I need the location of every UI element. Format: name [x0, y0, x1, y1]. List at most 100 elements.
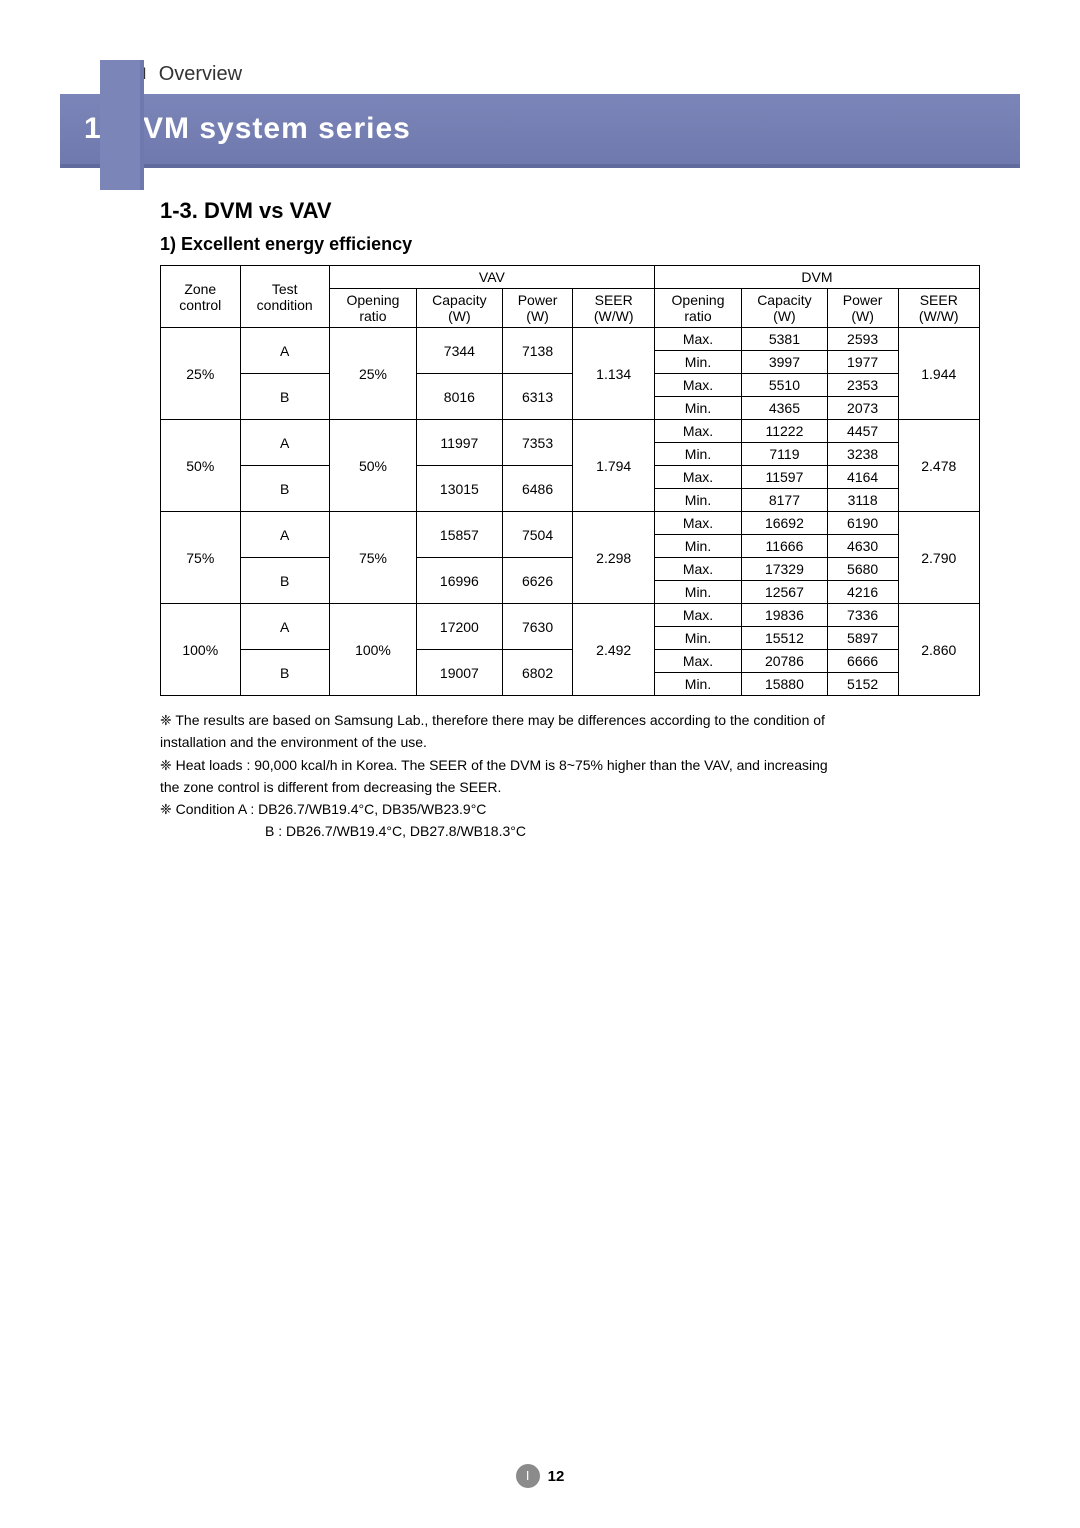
table-cell: 7119: [742, 443, 828, 466]
table-cell: 20786: [742, 650, 828, 673]
table-cell: 11666: [742, 535, 828, 558]
note-2b: the zone control is different from decre…: [160, 777, 980, 797]
table-cell: 6626: [502, 558, 573, 604]
table-cell: 11997: [417, 420, 503, 466]
table-cell: 4457: [827, 420, 898, 443]
table-row: B80166313Max.55102353: [161, 374, 980, 397]
col-vav-cap: Capacity (W): [417, 289, 503, 328]
table-cell: 3238: [827, 443, 898, 466]
table-cell: Max.: [654, 604, 741, 627]
table-cell: 16692: [742, 512, 828, 535]
table-cell: 5680: [827, 558, 898, 581]
table-cell: 16996: [417, 558, 503, 604]
note-1b: installation and the environment of the …: [160, 732, 980, 752]
table-cell: Min.: [654, 397, 741, 420]
footnotes: ❈ The results are based on Samsung Lab.,…: [160, 710, 980, 842]
table-cell: 2.298: [573, 512, 654, 604]
page-footer: Ⅰ 12: [0, 1464, 1080, 1488]
breadcrumb: ➔ Ⅰ Overview: [102, 60, 1020, 88]
table-cell: 15857: [417, 512, 503, 558]
table-cell: Min.: [654, 581, 741, 604]
note-3: ❈ Condition A : DB26.7/WB19.4°C, DB35/WB…: [160, 799, 980, 819]
table-row: 50%A50%1199773531.794Max.1122244572.478: [161, 420, 980, 443]
table-cell: 4164: [827, 466, 898, 489]
table-cell: B: [240, 558, 329, 604]
table-cell: A: [240, 604, 329, 650]
table-cell: 6190: [827, 512, 898, 535]
table-cell: 2353: [827, 374, 898, 397]
table-cell: Max.: [654, 558, 741, 581]
table-cell: 8016: [417, 374, 503, 420]
table-cell: 6486: [502, 466, 573, 512]
comparison-table: Zone control Test condition VAV DVM Open…: [160, 265, 980, 696]
col-vav-pow: Power (W): [502, 289, 573, 328]
table-cell: Min.: [654, 535, 741, 558]
table-cell: 5510: [742, 374, 828, 397]
table-cell: 1.794: [573, 420, 654, 512]
col-dvm: DVM: [654, 266, 979, 289]
table-cell: 17329: [742, 558, 828, 581]
table-cell: 25%: [329, 328, 416, 420]
table-cell: 15880: [742, 673, 828, 696]
col-test: Test condition: [240, 266, 329, 328]
table-cell: B: [240, 650, 329, 696]
table-row: 25%A25%734471381.134Max.538125931.944: [161, 328, 980, 351]
table-cell: 2.860: [898, 604, 979, 696]
table-cell: A: [240, 512, 329, 558]
col-vav-open: Opening ratio: [329, 289, 416, 328]
table-cell: 19007: [417, 650, 503, 696]
table-cell: Max.: [654, 420, 741, 443]
note-2a: ❈ Heat loads : 90,000 kcal/h in Korea. T…: [160, 755, 980, 775]
table-cell: Max.: [654, 328, 741, 351]
footer-roman-icon: Ⅰ: [516, 1464, 540, 1488]
table-row: B169966626Max.173295680: [161, 558, 980, 581]
table-cell: 7138: [502, 328, 573, 374]
table-cell: 50%: [161, 420, 241, 512]
subsection-title: 1-3. DVM vs VAV: [160, 198, 980, 224]
table-cell: 6666: [827, 650, 898, 673]
col-vav: VAV: [329, 266, 654, 289]
col-vav-seer: SEER (W/W): [573, 289, 654, 328]
table-cell: 1.134: [573, 328, 654, 420]
table-cell: Max.: [654, 374, 741, 397]
table-cell: 4630: [827, 535, 898, 558]
table-cell: 75%: [329, 512, 416, 604]
table-cell: 6313: [502, 374, 573, 420]
table-cell: 15512: [742, 627, 828, 650]
table-cell: Min.: [654, 673, 741, 696]
table-cell: 8177: [742, 489, 828, 512]
table-cell: 5897: [827, 627, 898, 650]
table-row: B190076802Max.207866666: [161, 650, 980, 673]
table-cell: B: [240, 374, 329, 420]
table-cell: A: [240, 420, 329, 466]
col-dvm-cap: Capacity (W): [742, 289, 828, 328]
table-cell: Min.: [654, 489, 741, 512]
table-cell: 7353: [502, 420, 573, 466]
table-cell: 2.478: [898, 420, 979, 512]
table-cell: 13015: [417, 466, 503, 512]
col-dvm-pow: Power (W): [827, 289, 898, 328]
table-cell: Max.: [654, 512, 741, 535]
table-cell: 3118: [827, 489, 898, 512]
table-cell: 1977: [827, 351, 898, 374]
table-cell: 3997: [742, 351, 828, 374]
table-cell: 2.492: [573, 604, 654, 696]
page-number: 12: [548, 1468, 565, 1485]
col-dvm-open: Opening ratio: [654, 289, 741, 328]
table-cell: 7630: [502, 604, 573, 650]
table-cell: 6802: [502, 650, 573, 696]
note-1a: ❈ The results are based on Samsung Lab.,…: [160, 710, 980, 730]
table-cell: 2.790: [898, 512, 979, 604]
table-cell: 100%: [329, 604, 416, 696]
table-cell: 75%: [161, 512, 241, 604]
subsection-bullet: 1) Excellent energy efficiency: [160, 234, 980, 255]
note-3b: B : DB26.7/WB19.4°C, DB27.8/WB18.3°C: [265, 821, 980, 841]
table-cell: 11597: [742, 466, 828, 489]
table-cell: 1.944: [898, 328, 979, 420]
page-title: 1. DVM system series: [60, 94, 1020, 168]
table-cell: 7504: [502, 512, 573, 558]
table-cell: Min.: [654, 627, 741, 650]
table-cell: 17200: [417, 604, 503, 650]
title-band: 1. DVM system series: [60, 94, 1020, 168]
table-cell: 19836: [742, 604, 828, 627]
